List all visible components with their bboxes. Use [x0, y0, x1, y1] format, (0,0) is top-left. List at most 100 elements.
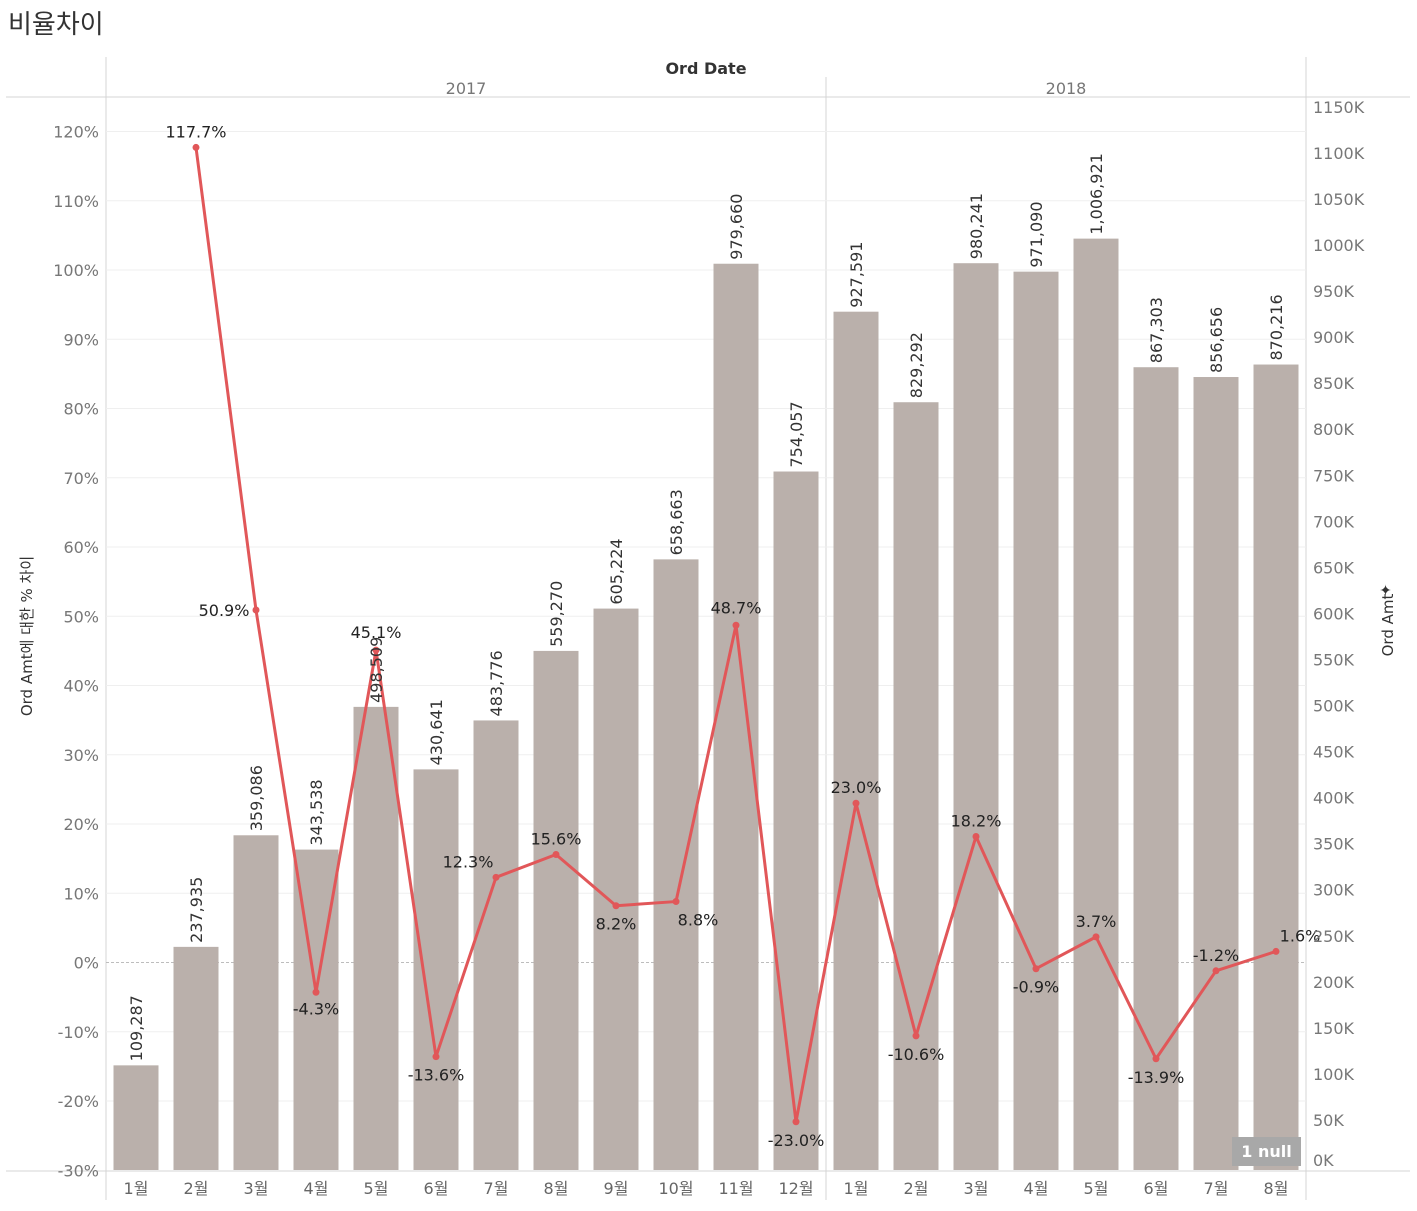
month-tick-label: 8월 — [1264, 1179, 1289, 1198]
month-tick-label: 3월 — [964, 1179, 989, 1198]
bar — [653, 559, 699, 1170]
bar-value-label: 237,935 — [187, 877, 206, 943]
bar-value-label: 829,292 — [907, 332, 926, 398]
bar-value-label: 867,303 — [1147, 297, 1166, 363]
left-tick-label: 90% — [63, 330, 99, 349]
pct-point — [1032, 965, 1040, 973]
right-tick-label: 400K — [1313, 789, 1355, 808]
bar — [593, 608, 639, 1170]
pct-value-label: 18.2% — [951, 811, 1002, 830]
bar — [1193, 377, 1239, 1170]
month-tick-label: 12월 — [778, 1179, 813, 1198]
pct-point — [1212, 967, 1220, 975]
bar — [353, 706, 399, 1170]
axes-layer: 120% 110% 100% 90% 80% 70% 60% 50% 40% 30% 20% 10% 0… — [53, 98, 1364, 1198]
left-tick-label: 80% — [63, 400, 99, 419]
bar — [773, 471, 819, 1170]
pct-point — [612, 902, 620, 910]
chart-title: 비율차이 — [8, 10, 104, 40]
null-indicator-badge[interactable]: 1 null — [1232, 1137, 1301, 1166]
month-tick-label: 4월 — [1024, 1179, 1049, 1198]
bar-value-label: 979,660 — [727, 194, 746, 260]
left-tick-label: -30% — [58, 1161, 99, 1180]
pct-value-label: 12.3% — [443, 852, 494, 871]
pct-point — [1272, 947, 1280, 955]
pct-value-label: -23.0% — [768, 1131, 825, 1150]
right-tick-label: 650K — [1313, 558, 1355, 577]
month-tick-label: 3월 — [244, 1179, 269, 1198]
pct-point — [732, 621, 740, 629]
right-tick-label: 50K — [1313, 1111, 1344, 1130]
right-tick-label: 450K — [1313, 743, 1355, 762]
right-tick-label: 200K — [1313, 973, 1355, 992]
pct-point — [672, 898, 680, 906]
month-tick-label: 7월 — [1204, 1179, 1229, 1198]
month-tick-label: 5월 — [364, 1179, 389, 1198]
pct-value-label: 45.1% — [351, 623, 402, 642]
year-label-2017: 2017 — [446, 79, 487, 98]
grid-layer — [106, 131, 1306, 1102]
right-tick-label: 950K — [1313, 282, 1355, 301]
bar — [113, 1065, 159, 1170]
pct-point — [1092, 933, 1100, 941]
pct-point — [852, 799, 860, 807]
pct-value-label: -0.9% — [1013, 978, 1059, 997]
bar — [173, 946, 219, 1170]
month-tick-label: 2월 — [184, 1179, 209, 1198]
pct-value-label: -13.6% — [408, 1066, 465, 1085]
pct-point — [432, 1053, 440, 1061]
right-tick-label: 1150K — [1313, 98, 1365, 117]
left-tick-label: 0% — [74, 954, 99, 973]
right-tick-label: 850K — [1313, 374, 1355, 393]
pct-value-label: 8.8% — [678, 911, 719, 930]
right-tick-label: 500K — [1313, 697, 1355, 716]
bar-value-label: 483,776 — [487, 650, 506, 716]
pct-point — [1152, 1055, 1160, 1063]
pct-point — [492, 873, 500, 881]
left-tick-label: 70% — [63, 469, 99, 488]
year-label-2018: 2018 — [1046, 79, 1087, 98]
right-tick-label: 350K — [1313, 835, 1355, 854]
bar — [473, 720, 519, 1170]
bar — [1133, 367, 1179, 1170]
month-tick-label: 7월 — [484, 1179, 509, 1198]
pct-point — [552, 850, 560, 858]
month-tick-label: 4월 — [304, 1179, 329, 1198]
month-tick-label: 8월 — [544, 1179, 569, 1198]
bar-value-label: 498,509 — [367, 637, 386, 703]
right-tick-label: 1100K — [1313, 144, 1365, 163]
pct-point — [912, 1032, 920, 1040]
month-tick-label: 11월 — [718, 1179, 753, 1198]
left-axis-title: Ord Amt에 대한 % 차이 — [18, 556, 36, 716]
bar-value-label: 856,656 — [1207, 307, 1226, 373]
bar-value-label: 754,057 — [787, 401, 806, 467]
bar-value-label: 430,641 — [427, 699, 446, 765]
bar-value-label: 870,216 — [1267, 294, 1286, 360]
right-axis-title: Ord Amt — [1379, 594, 1397, 657]
pct-value-label: 1.6% — [1280, 926, 1321, 945]
bar — [533, 650, 579, 1170]
left-tick-label: 50% — [63, 607, 99, 626]
bar-value-label: 605,224 — [607, 538, 626, 604]
pct-value-label: -13.9% — [1128, 1068, 1185, 1087]
bar — [833, 311, 879, 1170]
right-tick-label: 600K — [1313, 604, 1355, 623]
pct-value-label: 117.7% — [165, 122, 226, 141]
right-tick-label: 1000K — [1313, 236, 1365, 255]
right-tick-label: 700K — [1313, 512, 1355, 531]
bar-value-label: 343,538 — [307, 779, 326, 845]
left-tick-label: 30% — [63, 746, 99, 765]
pin-icon[interactable]: ✦ — [1377, 584, 1395, 597]
right-tick-label: 800K — [1313, 420, 1355, 439]
pct-point — [792, 1118, 800, 1126]
left-tick-label: -20% — [58, 1092, 99, 1111]
bars-layer — [113, 238, 1299, 1171]
pct-value-label: -1.2% — [1193, 946, 1239, 965]
bar — [893, 402, 939, 1171]
bar-value-label: 971,090 — [1027, 201, 1046, 267]
pct-point — [252, 606, 260, 614]
month-tick-label: 9월 — [604, 1179, 629, 1198]
left-tick-label: 100% — [53, 261, 99, 280]
bar-value-label: 359,086 — [247, 765, 266, 831]
